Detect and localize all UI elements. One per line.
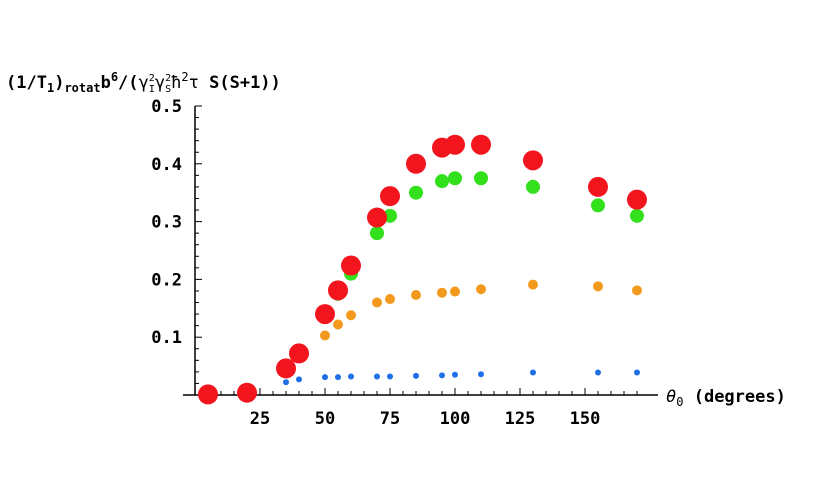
data-point (632, 285, 642, 296)
data-point (374, 373, 380, 380)
data-point (198, 384, 218, 405)
y-tick-label: 0.2 (151, 270, 182, 290)
series-3 (198, 134, 647, 405)
y-label-sub-rotat: rotat (64, 81, 100, 95)
data-point (634, 369, 640, 376)
series-0 (283, 369, 640, 386)
data-point (471, 134, 491, 155)
data-point (367, 207, 387, 228)
data-point (435, 174, 449, 189)
data-point (450, 286, 460, 297)
data-point (627, 189, 647, 210)
y-label-part-d: /( (118, 73, 138, 93)
y-axis-label: (1/T1)rotatb6/(γ2 Iγ2 Sħ2τ S(S+1)) (6, 70, 281, 95)
data-point (328, 280, 348, 301)
y-label-hbar-sup: 2 (181, 70, 188, 84)
data-point (283, 379, 289, 386)
data-point (372, 297, 382, 308)
data-point (346, 310, 356, 321)
y-label-hbar: ħ (171, 73, 181, 93)
data-point (333, 319, 343, 330)
data-point (439, 372, 445, 379)
data-point (445, 134, 465, 155)
data-point (588, 176, 608, 197)
x-tick-label: 125 (505, 409, 536, 429)
y-label-tau: τ (189, 73, 199, 93)
y-label-sup-6: 6 (111, 70, 118, 84)
data-point (341, 255, 361, 276)
y-label-tail: S(S+1)) (199, 73, 281, 93)
y-label-gamma-i-sub: I (149, 84, 155, 95)
x-label-theta-sub: 0 (676, 395, 683, 409)
data-point (315, 304, 335, 325)
data-point (448, 171, 462, 186)
data-point (348, 373, 354, 380)
data-point (593, 281, 603, 292)
data-point (289, 343, 309, 364)
x-tick-label: 75 (380, 409, 400, 429)
y-tick-label: 0.5 (151, 97, 182, 117)
x-tick-label: 150 (570, 409, 601, 429)
x-ticks (207, 388, 638, 395)
y-label-sub-1: 1 (47, 81, 54, 95)
data-point (523, 150, 543, 171)
data-point (387, 373, 393, 380)
data-point (476, 284, 486, 295)
series-1 (320, 279, 642, 341)
data-point (437, 287, 447, 298)
y-label-gamma-i: γ (139, 73, 149, 93)
data-point (380, 186, 400, 207)
x-label-tail: (degrees) (683, 387, 785, 407)
y-tick-label: 0.1 (151, 328, 182, 348)
y-tick-label: 0.4 (151, 155, 182, 175)
y-label-gamma-s-sub: S (165, 84, 171, 95)
data-point (320, 330, 330, 341)
y-tick-labels: 0.1 0.2 0.3 0.4 0.5 (151, 97, 182, 348)
data-point (411, 290, 421, 301)
x-tick-label: 100 (440, 409, 471, 429)
data-point (478, 371, 484, 378)
data-point (474, 171, 488, 186)
y-label-gamma-i-sup: 2 (149, 73, 155, 84)
data-point (595, 369, 601, 376)
x-label-theta: θ (666, 387, 676, 407)
y-label-part-a: (1/T (6, 73, 47, 93)
x-axis-label: θ0 (degrees) (666, 387, 786, 409)
data-points (198, 134, 647, 405)
data-point (526, 179, 540, 194)
data-point (530, 369, 536, 376)
y-label-part-b: ) (54, 73, 64, 93)
data-point (335, 374, 341, 381)
y-label-part-c: b (101, 73, 111, 93)
data-point (406, 153, 426, 174)
y-label-gamma-s: γ (155, 73, 165, 93)
y-tick-label: 0.3 (151, 213, 182, 233)
data-point (413, 372, 419, 379)
x-tick-label: 50 (315, 409, 335, 429)
y-label-gamma-s-sup: 2 (165, 73, 171, 84)
x-tick-label: 25 (250, 409, 270, 429)
data-point (276, 358, 296, 379)
data-point (452, 371, 458, 378)
data-point (409, 185, 423, 200)
data-point (296, 376, 302, 383)
data-point (370, 226, 384, 241)
data-point (385, 294, 395, 305)
data-point (322, 374, 328, 381)
y-ticks (195, 105, 202, 384)
x-tick-labels: 25 50 75 100 125 150 (250, 409, 601, 429)
data-point (591, 198, 605, 213)
data-point (630, 208, 644, 223)
data-point (237, 382, 257, 403)
data-point (528, 279, 538, 290)
